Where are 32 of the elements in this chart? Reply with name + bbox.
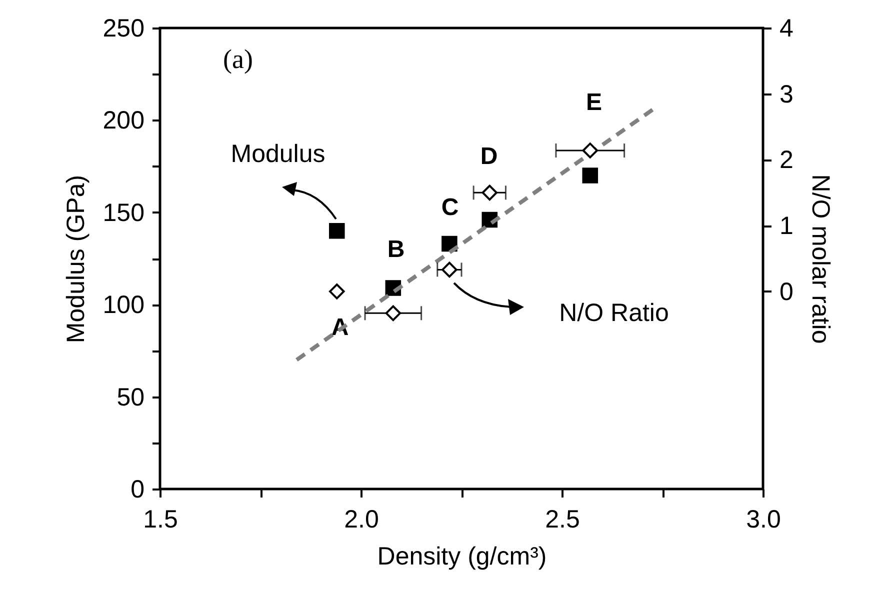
x-tick-label: 1.5 xyxy=(143,506,178,534)
annotation: D xyxy=(480,143,498,170)
y-tick-label: 50 xyxy=(116,383,144,412)
point xyxy=(582,142,598,158)
y-tick-label: 250 xyxy=(102,14,144,42)
annotation: C xyxy=(441,194,459,221)
annotation: N/O Ratio xyxy=(559,299,669,327)
y2-tick-label: 1 xyxy=(780,212,794,240)
annotation: E xyxy=(586,89,602,116)
y2-axis-title: N/O molar ratio xyxy=(806,174,834,344)
x-axis-title: Density (g/cm³) xyxy=(377,542,547,570)
y2-tick-label: 2 xyxy=(780,146,794,174)
y-tick-label: 100 xyxy=(102,291,144,320)
annotation: B xyxy=(387,236,405,263)
point xyxy=(442,262,458,278)
y-tick-label: 150 xyxy=(102,198,144,227)
x-tick-label: 2.0 xyxy=(344,506,379,534)
point xyxy=(582,168,598,184)
y2-tick-label: 0 xyxy=(780,278,794,306)
y-tick-label: 0 xyxy=(130,476,144,504)
y-axis-title: Modulus (GPa) xyxy=(62,174,90,344)
x-tick-label: 2.5 xyxy=(545,506,580,534)
y2-tick-label: 4 xyxy=(780,14,794,42)
y-tick-label: 200 xyxy=(102,106,144,135)
x-tick-label: 3.0 xyxy=(746,506,781,534)
point xyxy=(482,184,498,201)
annotation: (a) xyxy=(223,44,253,74)
annotation: Modulus xyxy=(230,140,326,168)
y2-tick-label: 3 xyxy=(780,80,794,108)
point xyxy=(385,305,402,322)
point xyxy=(328,222,345,239)
point xyxy=(328,284,345,300)
